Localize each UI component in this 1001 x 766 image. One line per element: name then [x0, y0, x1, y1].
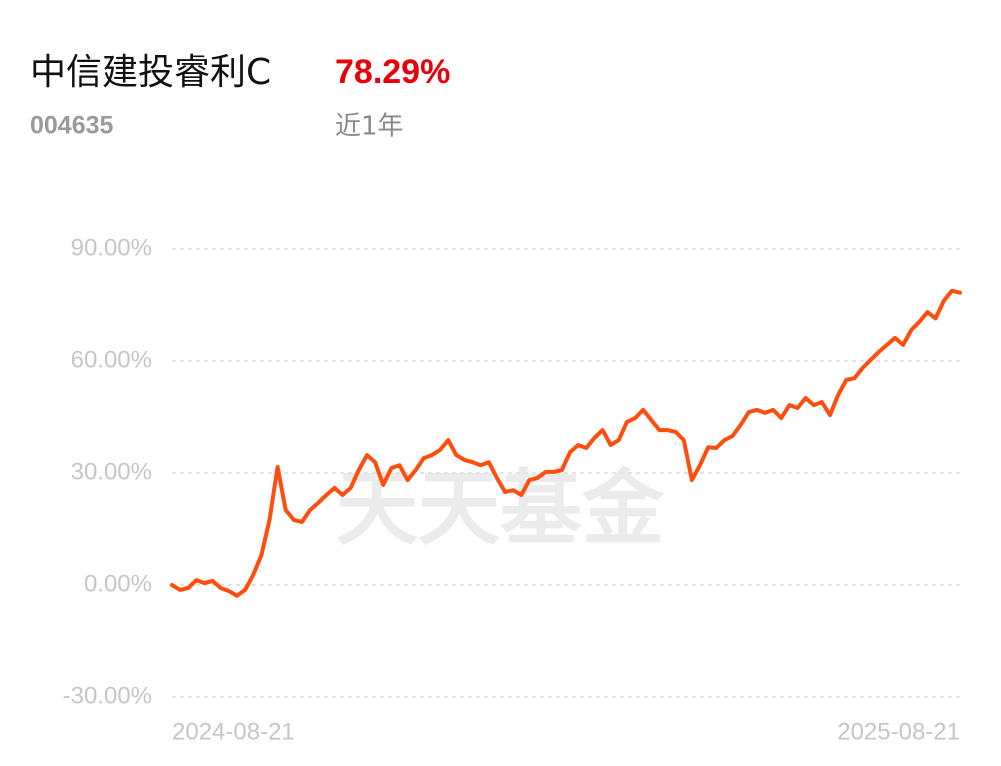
fund-code: 004635: [30, 112, 114, 140]
y-tick-label: 0.00%: [84, 570, 152, 597]
fund-return: 78.29%: [335, 53, 450, 91]
y-tick-label: -30.00%: [63, 682, 152, 709]
period-label: 近1年: [335, 112, 404, 142]
x-tick-label: 2024-08-21: [172, 718, 295, 745]
y-tick-label: 30.00%: [71, 458, 152, 485]
fund-title: 中信建投睿利C: [30, 52, 271, 93]
y-tick-label: 90.00%: [71, 234, 152, 261]
y-tick-label: 60.00%: [71, 346, 152, 373]
x-tick-label: 2025-08-21: [837, 718, 960, 745]
watermark: 天天基金: [336, 460, 665, 556]
data-line: [170, 288, 962, 598]
